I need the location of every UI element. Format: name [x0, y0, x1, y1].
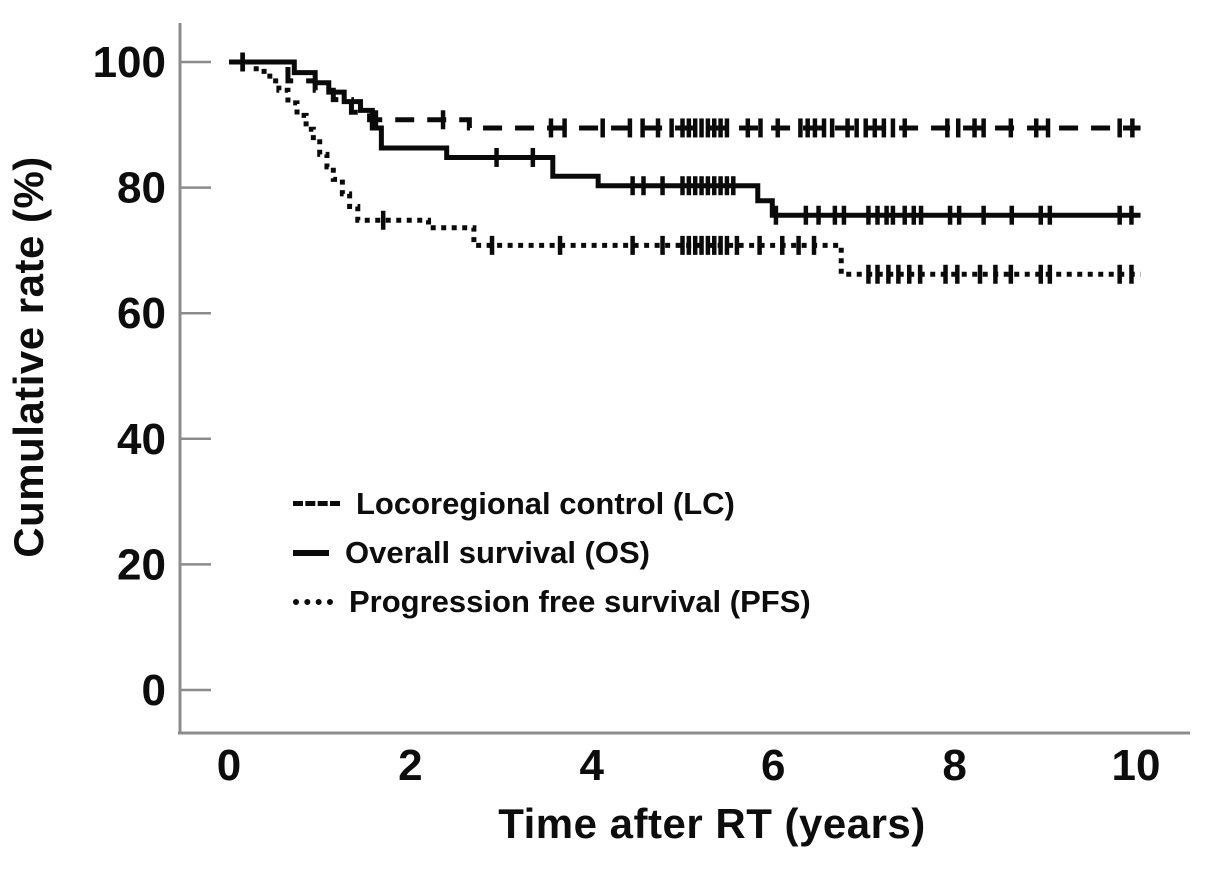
- legend-label-lc: Locoregional control (LC): [356, 485, 735, 521]
- legend: Locoregional control (LC) Overall surviv…: [293, 479, 811, 626]
- dashed-line-swatch-icon: [293, 501, 340, 506]
- x-tick-label: 0: [217, 741, 241, 790]
- x-tick-label: 8: [942, 741, 966, 790]
- curve-os: [229, 59, 1141, 218]
- x-axis-title: Time after RT (years): [498, 800, 926, 847]
- y-tick-label: 0: [142, 666, 166, 715]
- y-tick-label: 60: [117, 289, 166, 338]
- dotted-line-swatch-icon: [293, 598, 333, 605]
- x-tick-label: 2: [398, 741, 422, 790]
- y-tick-label: 20: [117, 540, 166, 589]
- curve-pfs: [229, 59, 1141, 277]
- x-tick-label: 10: [1112, 741, 1161, 790]
- y-tick-label: 80: [117, 164, 166, 213]
- legend-item-os: Overall survival (OS): [293, 528, 811, 577]
- x-tick-label: 6: [761, 741, 785, 790]
- y-tick-label: 40: [117, 415, 166, 464]
- curve-lc: [229, 59, 1141, 131]
- y-axis-title: Cumulative rate (%): [5, 156, 52, 558]
- legend-label-os: Overall survival (OS): [345, 534, 650, 570]
- solid-line-swatch-icon: [293, 549, 329, 556]
- x-tick-label: 4: [580, 741, 605, 790]
- legend-label-pfs: Progression free survival (PFS): [349, 583, 811, 619]
- y-tick-label: 100: [93, 38, 166, 87]
- legend-item-pfs: Progression free survival (PFS): [293, 577, 811, 626]
- legend-item-lc: Locoregional control (LC): [293, 479, 811, 528]
